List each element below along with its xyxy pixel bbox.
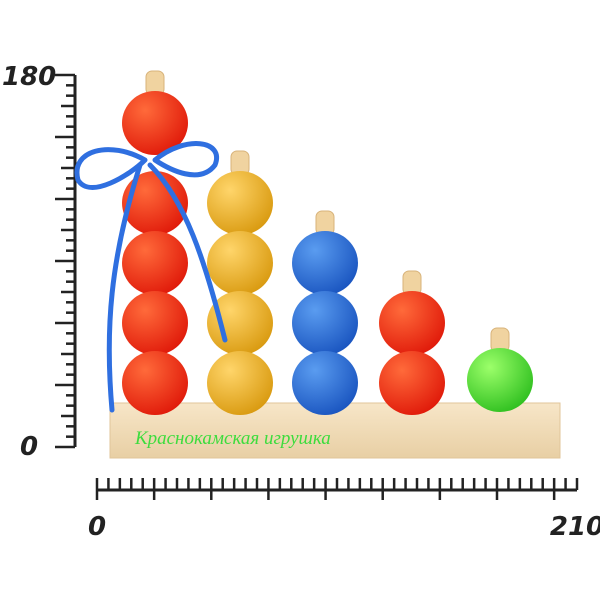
bead xyxy=(122,91,188,155)
vertical-ruler-top-label: 180 xyxy=(2,62,56,92)
string-end xyxy=(147,162,228,343)
brand-label: Краснокамская игрушка xyxy=(134,428,331,449)
bead xyxy=(379,351,445,415)
string-end xyxy=(106,162,143,413)
bead xyxy=(207,231,273,295)
rulers xyxy=(55,73,579,500)
bead xyxy=(122,351,188,415)
bead xyxy=(122,171,188,235)
vertical-ruler-bottom-label: 0 xyxy=(20,432,38,462)
string-loop xyxy=(152,141,220,178)
bead xyxy=(292,351,358,415)
bead xyxy=(122,231,188,295)
bead xyxy=(122,291,188,355)
bead xyxy=(207,171,273,235)
horizontal-ruler-start-label: 0 xyxy=(88,512,106,542)
blue-string xyxy=(74,141,228,413)
bead xyxy=(379,291,445,355)
bead xyxy=(292,291,358,355)
bead xyxy=(467,348,533,412)
string-loop xyxy=(74,147,148,190)
bead xyxy=(292,231,358,295)
pyramid-toy xyxy=(122,70,533,415)
bead xyxy=(207,351,273,415)
horizontal-ruler-end-label: 210 xyxy=(550,512,600,542)
